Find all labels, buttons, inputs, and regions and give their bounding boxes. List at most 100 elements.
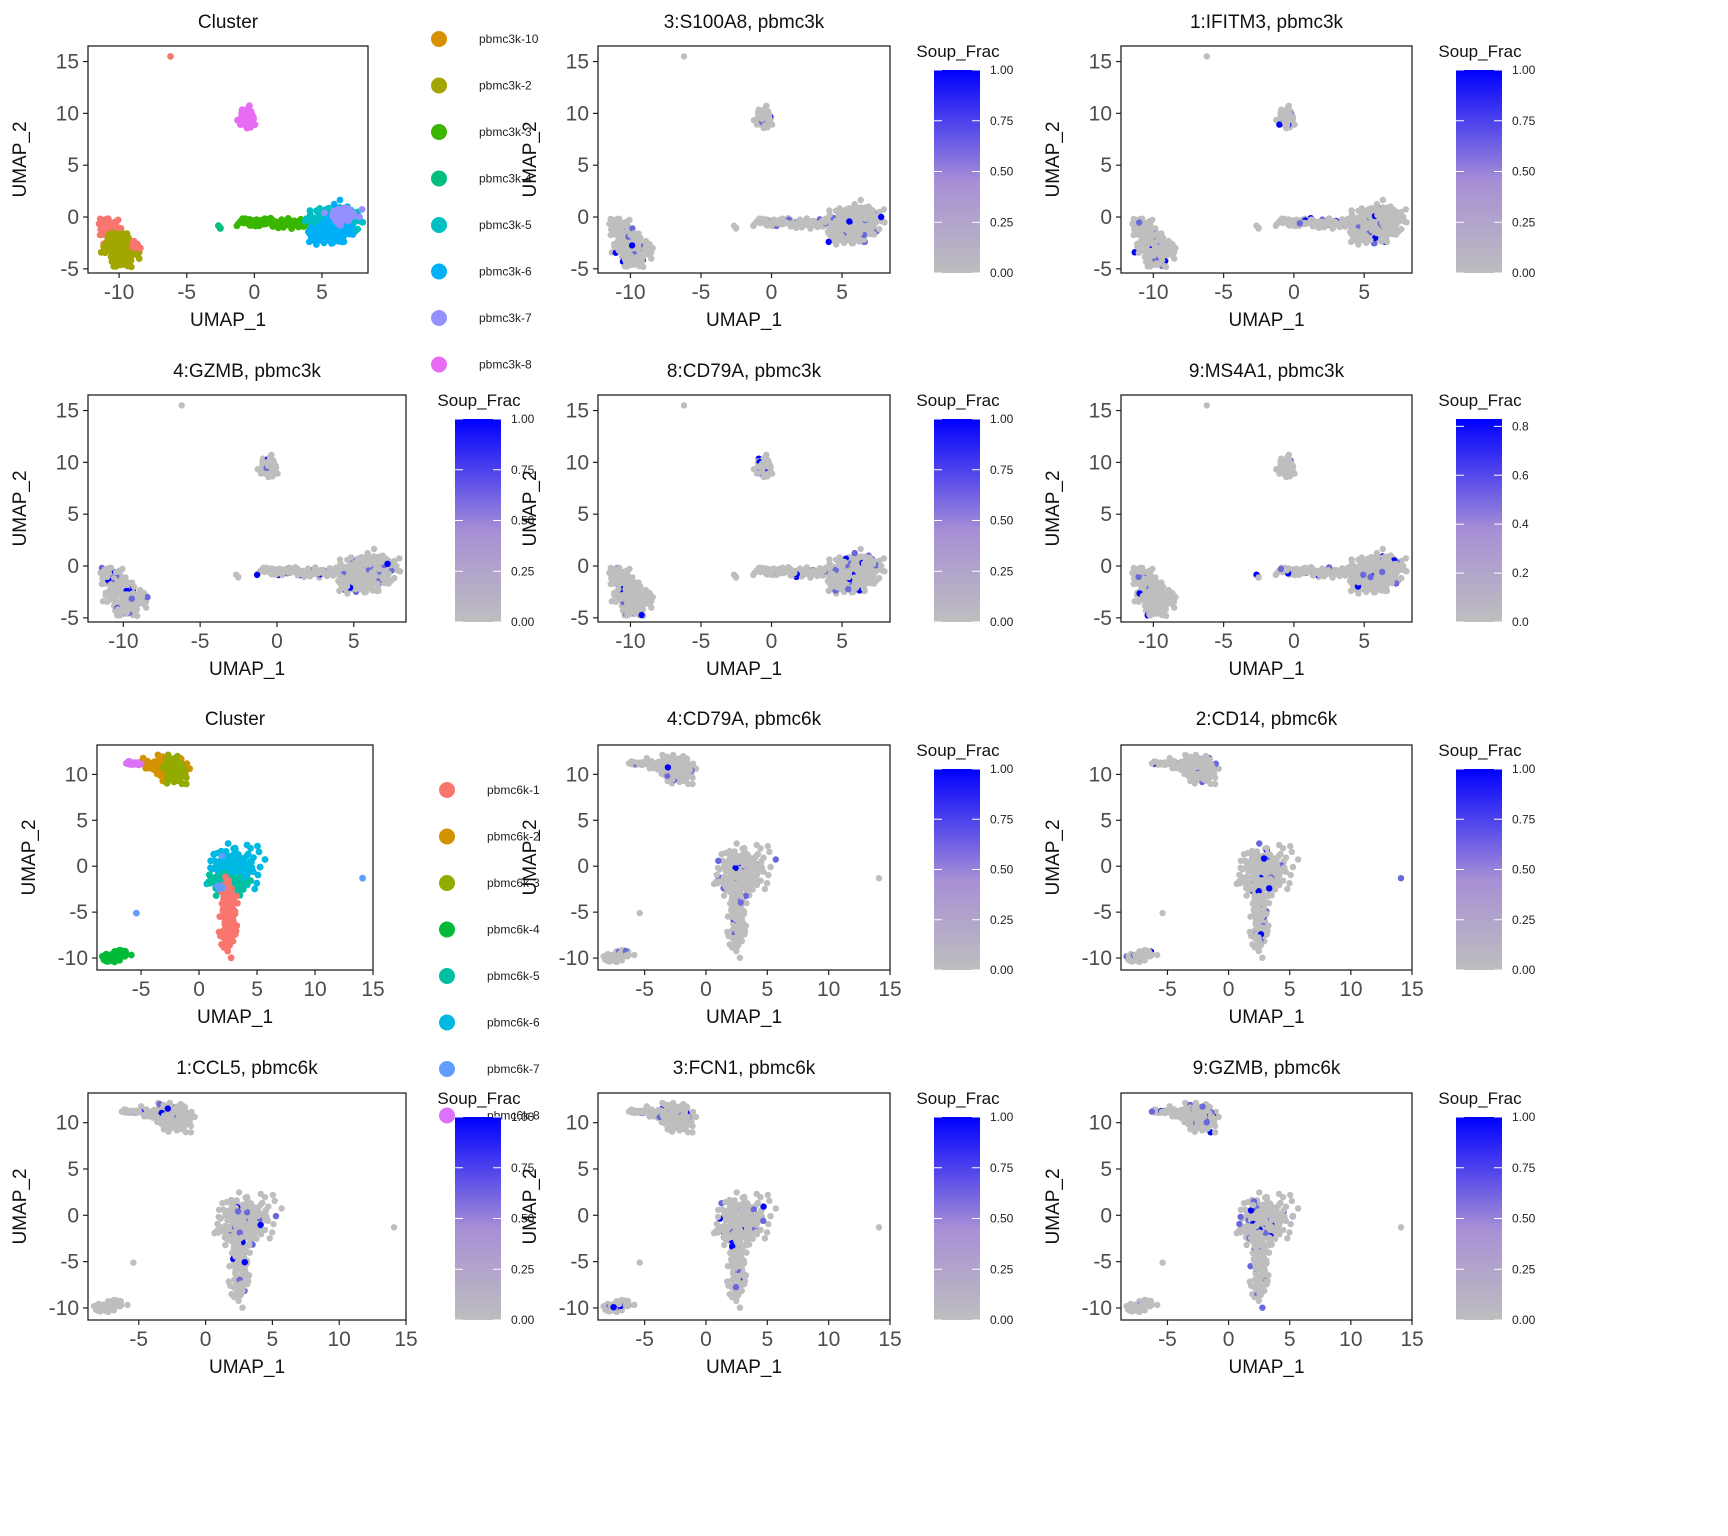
cell-point: [101, 224, 109, 232]
cell-point: [760, 462, 767, 469]
y-tick-label: 10: [1089, 102, 1112, 125]
y-tick-label: 15: [1089, 51, 1112, 74]
x-tick-label: 0: [766, 630, 778, 653]
cell-point: [1392, 211, 1399, 218]
y-tick-label: 5: [577, 503, 589, 526]
cell-point: [623, 258, 630, 266]
cell-point: [317, 222, 325, 230]
cell-point: [856, 568, 864, 576]
x-tick-label: -10: [104, 281, 134, 304]
cell-point: [1373, 200, 1381, 208]
cell-point: [1160, 234, 1167, 242]
cell-point: [115, 607, 123, 615]
cell-point: [142, 604, 150, 611]
cell-point: [880, 555, 888, 562]
colorbar-tick-label: 1.00: [990, 63, 1014, 77]
cell-point: [642, 593, 649, 600]
x-tick-label: 5: [316, 281, 328, 304]
y-tick-label: -5: [570, 607, 589, 630]
cell-point: [615, 581, 623, 588]
cell-point: [833, 230, 840, 237]
y-tick-label: 0: [577, 555, 589, 578]
x-tick-label: -5: [1214, 281, 1233, 304]
cell-point: [357, 586, 364, 593]
cell-point: [732, 574, 740, 581]
cell-point: [266, 471, 273, 478]
cell-point: [1285, 106, 1292, 113]
x-tick-label: -10: [1138, 281, 1168, 304]
cell-point: [825, 238, 832, 246]
cell-point: [637, 583, 644, 591]
cell-point: [837, 571, 845, 578]
cell-point: [636, 602, 643, 609]
y-tick-label: 5: [577, 154, 589, 177]
x-tick-label: 0: [249, 281, 261, 304]
cell-point: [358, 206, 366, 213]
cell-point: [257, 470, 265, 477]
cell-point: [680, 53, 688, 60]
cell-point: [384, 560, 391, 567]
cell-point: [253, 571, 261, 579]
cell-point: [130, 602, 137, 609]
cell-point: [856, 219, 864, 227]
y-tick-label: 10: [566, 102, 589, 125]
cell-point: [628, 242, 636, 249]
cell-point: [876, 225, 883, 233]
colorbar-tick-label: 1.00: [1512, 63, 1536, 77]
cell-point: [648, 255, 655, 262]
x-tick-label: -10: [615, 630, 645, 653]
panel-2: 3:S100A8, pbmc3k-10 -5 0 5-5051015UMAP_1UMA…: [520, 12, 1014, 331]
cell-point: [178, 402, 185, 409]
colorbar-tick-label: 0.50: [1512, 165, 1536, 179]
cell-point: [845, 237, 852, 244]
y-tick-label: 5: [67, 503, 79, 526]
y-tick-label: 5: [1100, 154, 1112, 177]
y-tick-label: -5: [1093, 258, 1112, 281]
cell-point: [1153, 260, 1160, 267]
cell-point: [1379, 219, 1386, 227]
y-axis-label: UMAP_2: [10, 470, 31, 546]
cell-point: [845, 586, 852, 593]
cell-point: [857, 545, 864, 553]
cell-point: [876, 574, 883, 582]
cell-point: [826, 211, 833, 218]
cell-point: [289, 219, 297, 227]
cell-point: [1400, 213, 1407, 221]
cell-point: [396, 555, 403, 562]
cell-point: [1355, 230, 1362, 237]
cell-point: [846, 218, 853, 225]
cell-point: [623, 607, 630, 615]
y-tick-label: -5: [570, 258, 589, 281]
cell-point: [1203, 53, 1211, 60]
cell-point: [616, 592, 624, 600]
cell-point: [1255, 225, 1262, 232]
cell-point: [1367, 224, 1374, 232]
cell-point: [616, 243, 624, 251]
cell-point: [1368, 218, 1375, 225]
cell-point: [1277, 216, 1285, 224]
cell-point: [357, 573, 364, 581]
cell-point: [627, 252, 635, 259]
y-tick-label: 10: [56, 102, 79, 125]
cell-point: [878, 562, 885, 570]
cell-point: [244, 122, 252, 129]
y-tick-label: 15: [566, 51, 589, 74]
cell-point: [851, 207, 858, 215]
cell-point: [1347, 238, 1355, 246]
cell-point: [763, 106, 770, 113]
y-tick-label: 10: [56, 451, 79, 474]
colorbar-tick-label: 0.00: [511, 615, 535, 629]
cell-point: [144, 593, 151, 601]
cell-point: [321, 209, 328, 217]
cell-point: [370, 545, 378, 553]
cell-point: [613, 568, 620, 575]
cell-point: [370, 578, 377, 585]
cell-point: [761, 218, 768, 225]
y-axis-label: UMAP_2: [1043, 121, 1064, 197]
cell-point: [755, 565, 762, 573]
x-axis-label: UMAP_1: [706, 659, 782, 680]
colorbar-tick-label: 1.00: [511, 412, 535, 426]
cell-point: [857, 196, 864, 204]
